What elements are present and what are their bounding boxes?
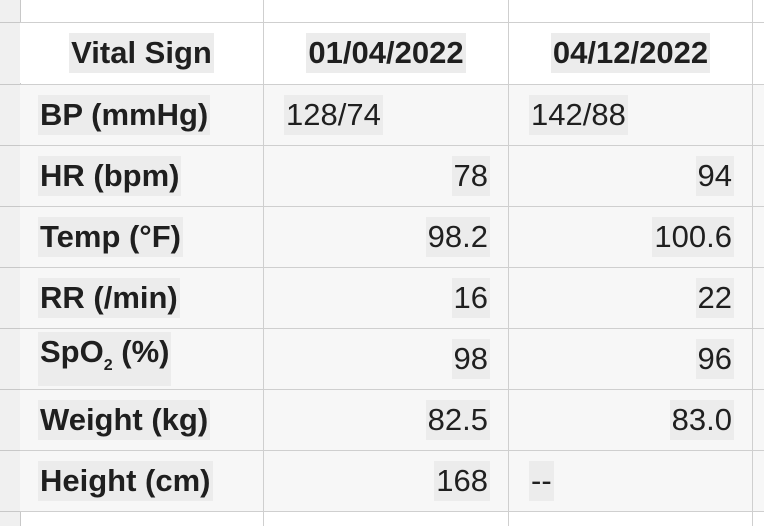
cell-weight-date-1[interactable]: 82.5 <box>264 390 508 450</box>
cell-value: 142/88 <box>529 95 628 135</box>
column-divider <box>752 0 753 526</box>
row-gutter <box>0 0 21 526</box>
vitals-table: Vital Sign 01/04/2022 04/12/2022 BP (mmH… <box>20 0 764 526</box>
subscript: 2 <box>103 357 113 374</box>
row-label-hr[interactable]: HR (bpm) <box>20 146 263 206</box>
row-divider <box>20 84 764 85</box>
cell-rr-date-1[interactable]: 16 <box>264 268 508 328</box>
row-label-temp[interactable]: Temp (°F) <box>20 207 263 267</box>
cell-value: 83.0 <box>669 400 734 440</box>
row-divider <box>20 389 764 390</box>
row-label-text: Weight (kg) <box>38 400 211 440</box>
cell-value: 16 <box>451 278 490 318</box>
gutter-divider <box>0 84 20 85</box>
gutter-divider <box>0 389 20 390</box>
row-label-text: BP (mmHg) <box>38 95 211 135</box>
row-label-text: Temp (°F) <box>38 217 183 257</box>
row-label-height[interactable]: Height (cm) <box>20 451 263 511</box>
header-cell-vital-sign[interactable]: Vital Sign <box>20 23 263 83</box>
cell-value: 100.6 <box>652 217 734 257</box>
cell-hr-date-2[interactable]: 94 <box>509 146 752 206</box>
row-label-text: HR (bpm) <box>38 156 182 196</box>
cell-hr-date-1[interactable]: 78 <box>264 146 508 206</box>
cell-value: 98 <box>451 339 490 379</box>
row-label-bp[interactable]: BP (mmHg) <box>20 85 263 145</box>
row-label-text: SpO2 (%) <box>38 332 172 386</box>
header-label: Vital Sign <box>69 33 214 73</box>
header-cell-date-1[interactable]: 01/04/2022 <box>264 23 508 83</box>
row-label-text: RR (/min) <box>38 278 180 318</box>
label-part: (%) <box>112 334 170 369</box>
gutter-divider <box>0 511 20 512</box>
cell-value: 96 <box>695 339 734 379</box>
cell-rr-date-2[interactable]: 22 <box>509 268 752 328</box>
cell-weight-date-2[interactable]: 83.0 <box>509 390 752 450</box>
cell-temp-date-1[interactable]: 98.2 <box>264 207 508 267</box>
cell-value: 78 <box>451 156 490 196</box>
column-divider <box>263 0 264 526</box>
row-divider <box>20 267 764 268</box>
gutter-divider <box>0 450 20 451</box>
cell-value: 94 <box>695 156 734 196</box>
gutter-divider <box>0 206 20 207</box>
cell-value: 22 <box>695 278 734 318</box>
label-part: SpO <box>40 334 104 369</box>
header-label: 04/12/2022 <box>550 33 711 73</box>
cell-bp-date-1[interactable]: 128/74 <box>264 85 508 145</box>
row-divider <box>20 511 764 512</box>
cell-temp-date-2[interactable]: 100.6 <box>509 207 752 267</box>
cell-value: 82.5 <box>425 400 490 440</box>
row-label-weight[interactable]: Weight (kg) <box>20 390 263 450</box>
row-divider <box>20 328 764 329</box>
cell-value: 98.2 <box>425 217 490 257</box>
cell-spo2-date-2[interactable]: 96 <box>509 329 752 389</box>
cell-value: 128/74 <box>284 95 383 135</box>
row-label-spo2[interactable]: SpO2 (%) <box>20 329 263 389</box>
row-divider <box>20 450 764 451</box>
cell-value: 168 <box>434 461 490 501</box>
gutter-divider <box>0 145 20 146</box>
cell-height-date-1[interactable]: 168 <box>264 451 508 511</box>
row-label-text: Height (cm) <box>38 461 213 501</box>
column-divider <box>508 0 509 526</box>
header-label: 01/04/2022 <box>306 33 466 73</box>
row-divider <box>20 206 764 207</box>
gutter-divider <box>0 22 20 23</box>
row-label-rr[interactable]: RR (/min) <box>20 268 263 328</box>
gutter-divider <box>0 328 20 329</box>
gutter-divider <box>0 267 20 268</box>
cell-value: -- <box>529 461 554 501</box>
header-cell-date-2[interactable]: 04/12/2022 <box>509 23 752 83</box>
row-divider <box>20 22 764 23</box>
cell-height-date-2[interactable]: -- <box>509 451 752 511</box>
cell-bp-date-2[interactable]: 142/88 <box>509 85 752 145</box>
row-divider <box>20 145 764 146</box>
cell-spo2-date-1[interactable]: 98 <box>264 329 508 389</box>
